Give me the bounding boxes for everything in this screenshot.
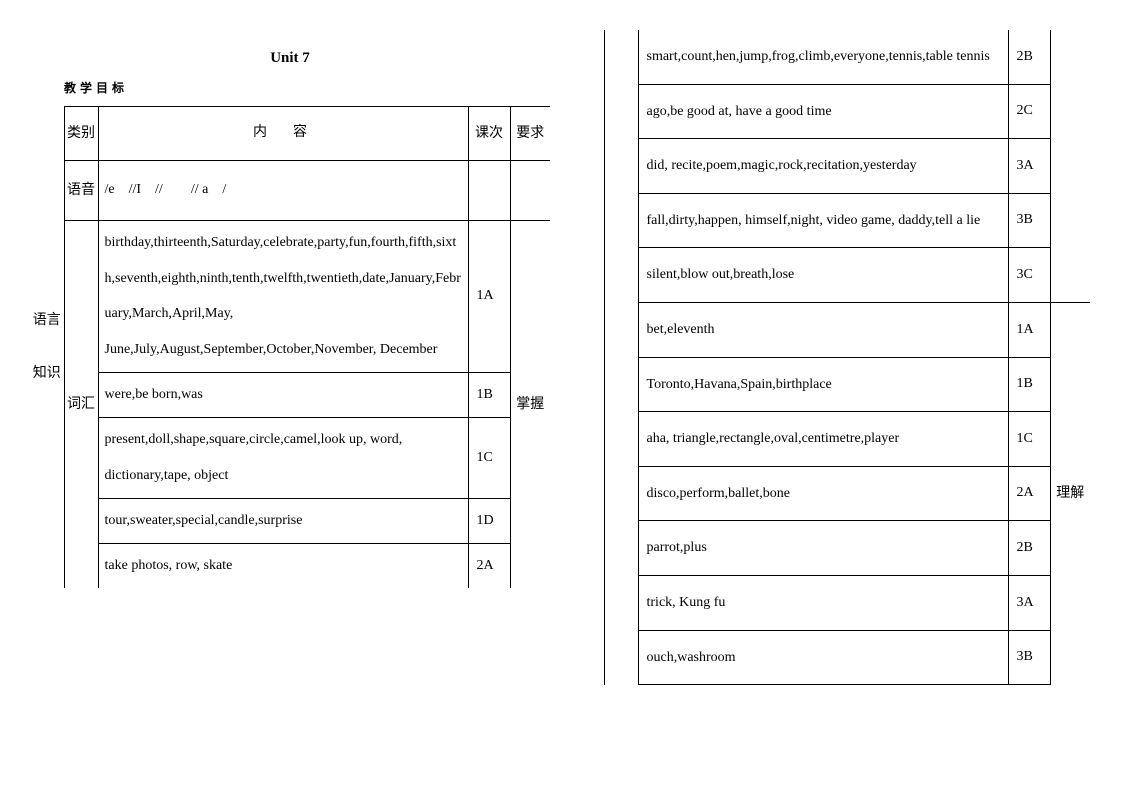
side-label: 语言知识	[30, 107, 64, 589]
side-spacer	[570, 30, 604, 685]
row-code: 3C	[1008, 248, 1050, 303]
row-content: tour,sweater,special,candle,surprise	[98, 498, 468, 543]
row-content: bet,eleventh	[638, 302, 1008, 357]
row-content: silent,blow out,breath,lose	[638, 248, 1008, 303]
row-code: 1B	[468, 372, 510, 417]
row-content: ouch,washroom	[638, 630, 1008, 685]
req-label-2: 理解	[1050, 302, 1090, 684]
row-content: take photos, row, skate	[98, 543, 468, 588]
row-code: 1A	[468, 220, 510, 372]
left-table: 语言知识 类别 内 容 课次 要求 语音 /e //I // // a / 词汇…	[30, 106, 550, 588]
row-content: fall,dirty,happen, himself,night, video …	[638, 193, 1008, 248]
hdr-req: 要求	[510, 107, 550, 161]
row-content: smart,count,hen,jump,frog,climb,everyone…	[638, 30, 1008, 84]
phon-code	[468, 161, 510, 221]
vocab-cat: 词汇	[64, 220, 98, 588]
row-content: parrot,plus	[638, 521, 1008, 576]
row-code: 3A	[1008, 139, 1050, 194]
row-content: ago,be good at, have a good time	[638, 84, 1008, 139]
hdr-lesson: 课次	[468, 107, 510, 161]
row-code: 3B	[1008, 630, 1050, 685]
hdr-cat: 类别	[64, 107, 98, 161]
row-code: 1B	[1008, 357, 1050, 412]
row-content: aha, triangle,rectangle,oval,centimetre,…	[638, 412, 1008, 467]
row-code: 2A	[468, 543, 510, 588]
phon-content: /e //I // // a /	[98, 161, 468, 221]
row-content: present,doll,shape,square,circle,camel,l…	[98, 418, 468, 498]
phon-req	[510, 161, 550, 221]
row-code: 2B	[1008, 30, 1050, 84]
row-code: 3B	[1008, 193, 1050, 248]
row-content: were,be born,was	[98, 372, 468, 417]
row-code: 1C	[468, 418, 510, 498]
hdr-content: 内 容	[98, 107, 468, 161]
row-code: 1A	[1008, 302, 1050, 357]
right-table: smart,count,hen,jump,frog,climb,everyone…	[570, 30, 1090, 685]
unit-title: Unit 7	[30, 50, 550, 67]
row-code: 2C	[1008, 84, 1050, 139]
row-code: 2B	[1008, 521, 1050, 576]
row-code: 3A	[1008, 575, 1050, 630]
row-code: 1C	[1008, 412, 1050, 467]
phon-cat: 语音	[64, 161, 98, 221]
row-content: birthday,thirteenth,Saturday,celebrate,p…	[98, 220, 468, 372]
req-label: 掌握	[510, 220, 550, 588]
section-label: 教学目标	[64, 79, 550, 96]
row-content: trick, Kung fu	[638, 575, 1008, 630]
req-spacer	[1050, 30, 1090, 302]
cat-spacer	[604, 30, 638, 685]
row-content: disco,perform,ballet,bone	[638, 466, 1008, 521]
row-code: 1D	[468, 498, 510, 543]
row-content: did, recite,poem,magic,rock,recitation,y…	[638, 139, 1008, 194]
row-code: 2A	[1008, 466, 1050, 521]
row-content: Toronto,Havana,Spain,birthplace	[638, 357, 1008, 412]
